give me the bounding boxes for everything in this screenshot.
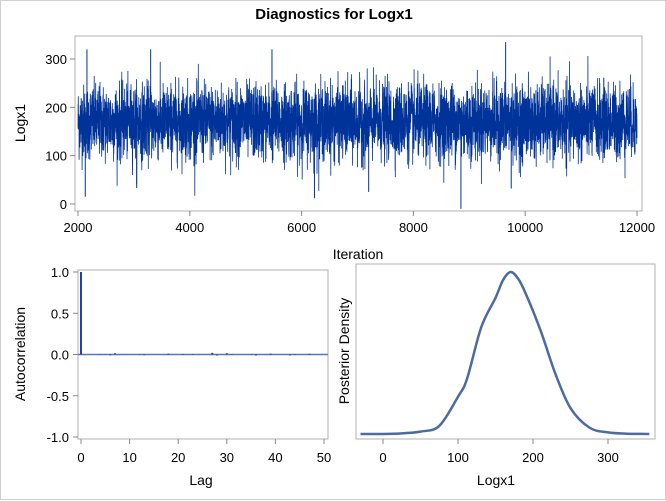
trace-x-tick-label: 10000 [507,220,543,235]
density-y-label: Posterior Density [336,298,352,405]
acf-x-tick-label: 10 [122,450,136,465]
trace-x-tick-label: 8000 [399,220,428,235]
trace-x-tick-label: 2000 [64,220,93,235]
trace-y-tick-label: 0 [60,197,67,212]
acf-y-tick-label: -0.5 [47,389,69,404]
density-x-tick-label: 300 [597,450,619,465]
density-x-label: Logx1 [477,472,515,488]
trace-y-tick-label: 100 [45,149,67,164]
trace-x-label: Iteration [333,246,384,262]
acf-y-tick-label: 0.0 [51,348,69,363]
density-curve [360,270,650,436]
acf-y-label: Autocorrelation [12,307,28,401]
acf-x-tick-label: 30 [220,450,234,465]
trace-x-tick-label: 12000 [619,220,655,235]
trace-x-tick-label: 6000 [287,220,316,235]
density-x-tick-label: 0 [379,450,386,465]
acf-x-tick-label: 20 [171,450,185,465]
density-x-tick-label: 100 [447,450,469,465]
trace-frame [74,35,643,212]
acf-y-tick-label: 1.0 [51,265,69,280]
acf-x-tick-label: 40 [268,450,282,465]
density-plot: 0 100 200 300 Logx1 Posterior Density [336,263,656,488]
density-frame [355,263,656,440]
trace-x-tick-label: 4000 [175,220,204,235]
acf-y-tick-label: 0.5 [51,306,69,321]
acf-x-tick-label: 0 [77,450,84,465]
trace-series [77,42,638,209]
figure-title: Diagnostics for Logx1 [255,6,413,23]
trace-y-label: Logx1 [12,104,28,142]
trace-y-tick-label: 200 [45,100,67,115]
acf-y-tick-label: -1.0 [47,430,69,445]
trace-y-tick-label: 300 [45,52,67,67]
acf-x-tick-label: 50 [317,450,331,465]
trace-line [77,55,638,196]
trace-plot: 2000 4000 6000 8000 10000 12000 0 100 200 300 Ite… [12,35,655,262]
autocorrelation-plot: 0 10 20 30 40 50 -1.0 -0.5 0.0 0.5 1.0 Lag Autocor… [12,265,331,488]
density-x-tick-label: 200 [522,450,544,465]
acf-x-label: Lag [189,472,212,488]
